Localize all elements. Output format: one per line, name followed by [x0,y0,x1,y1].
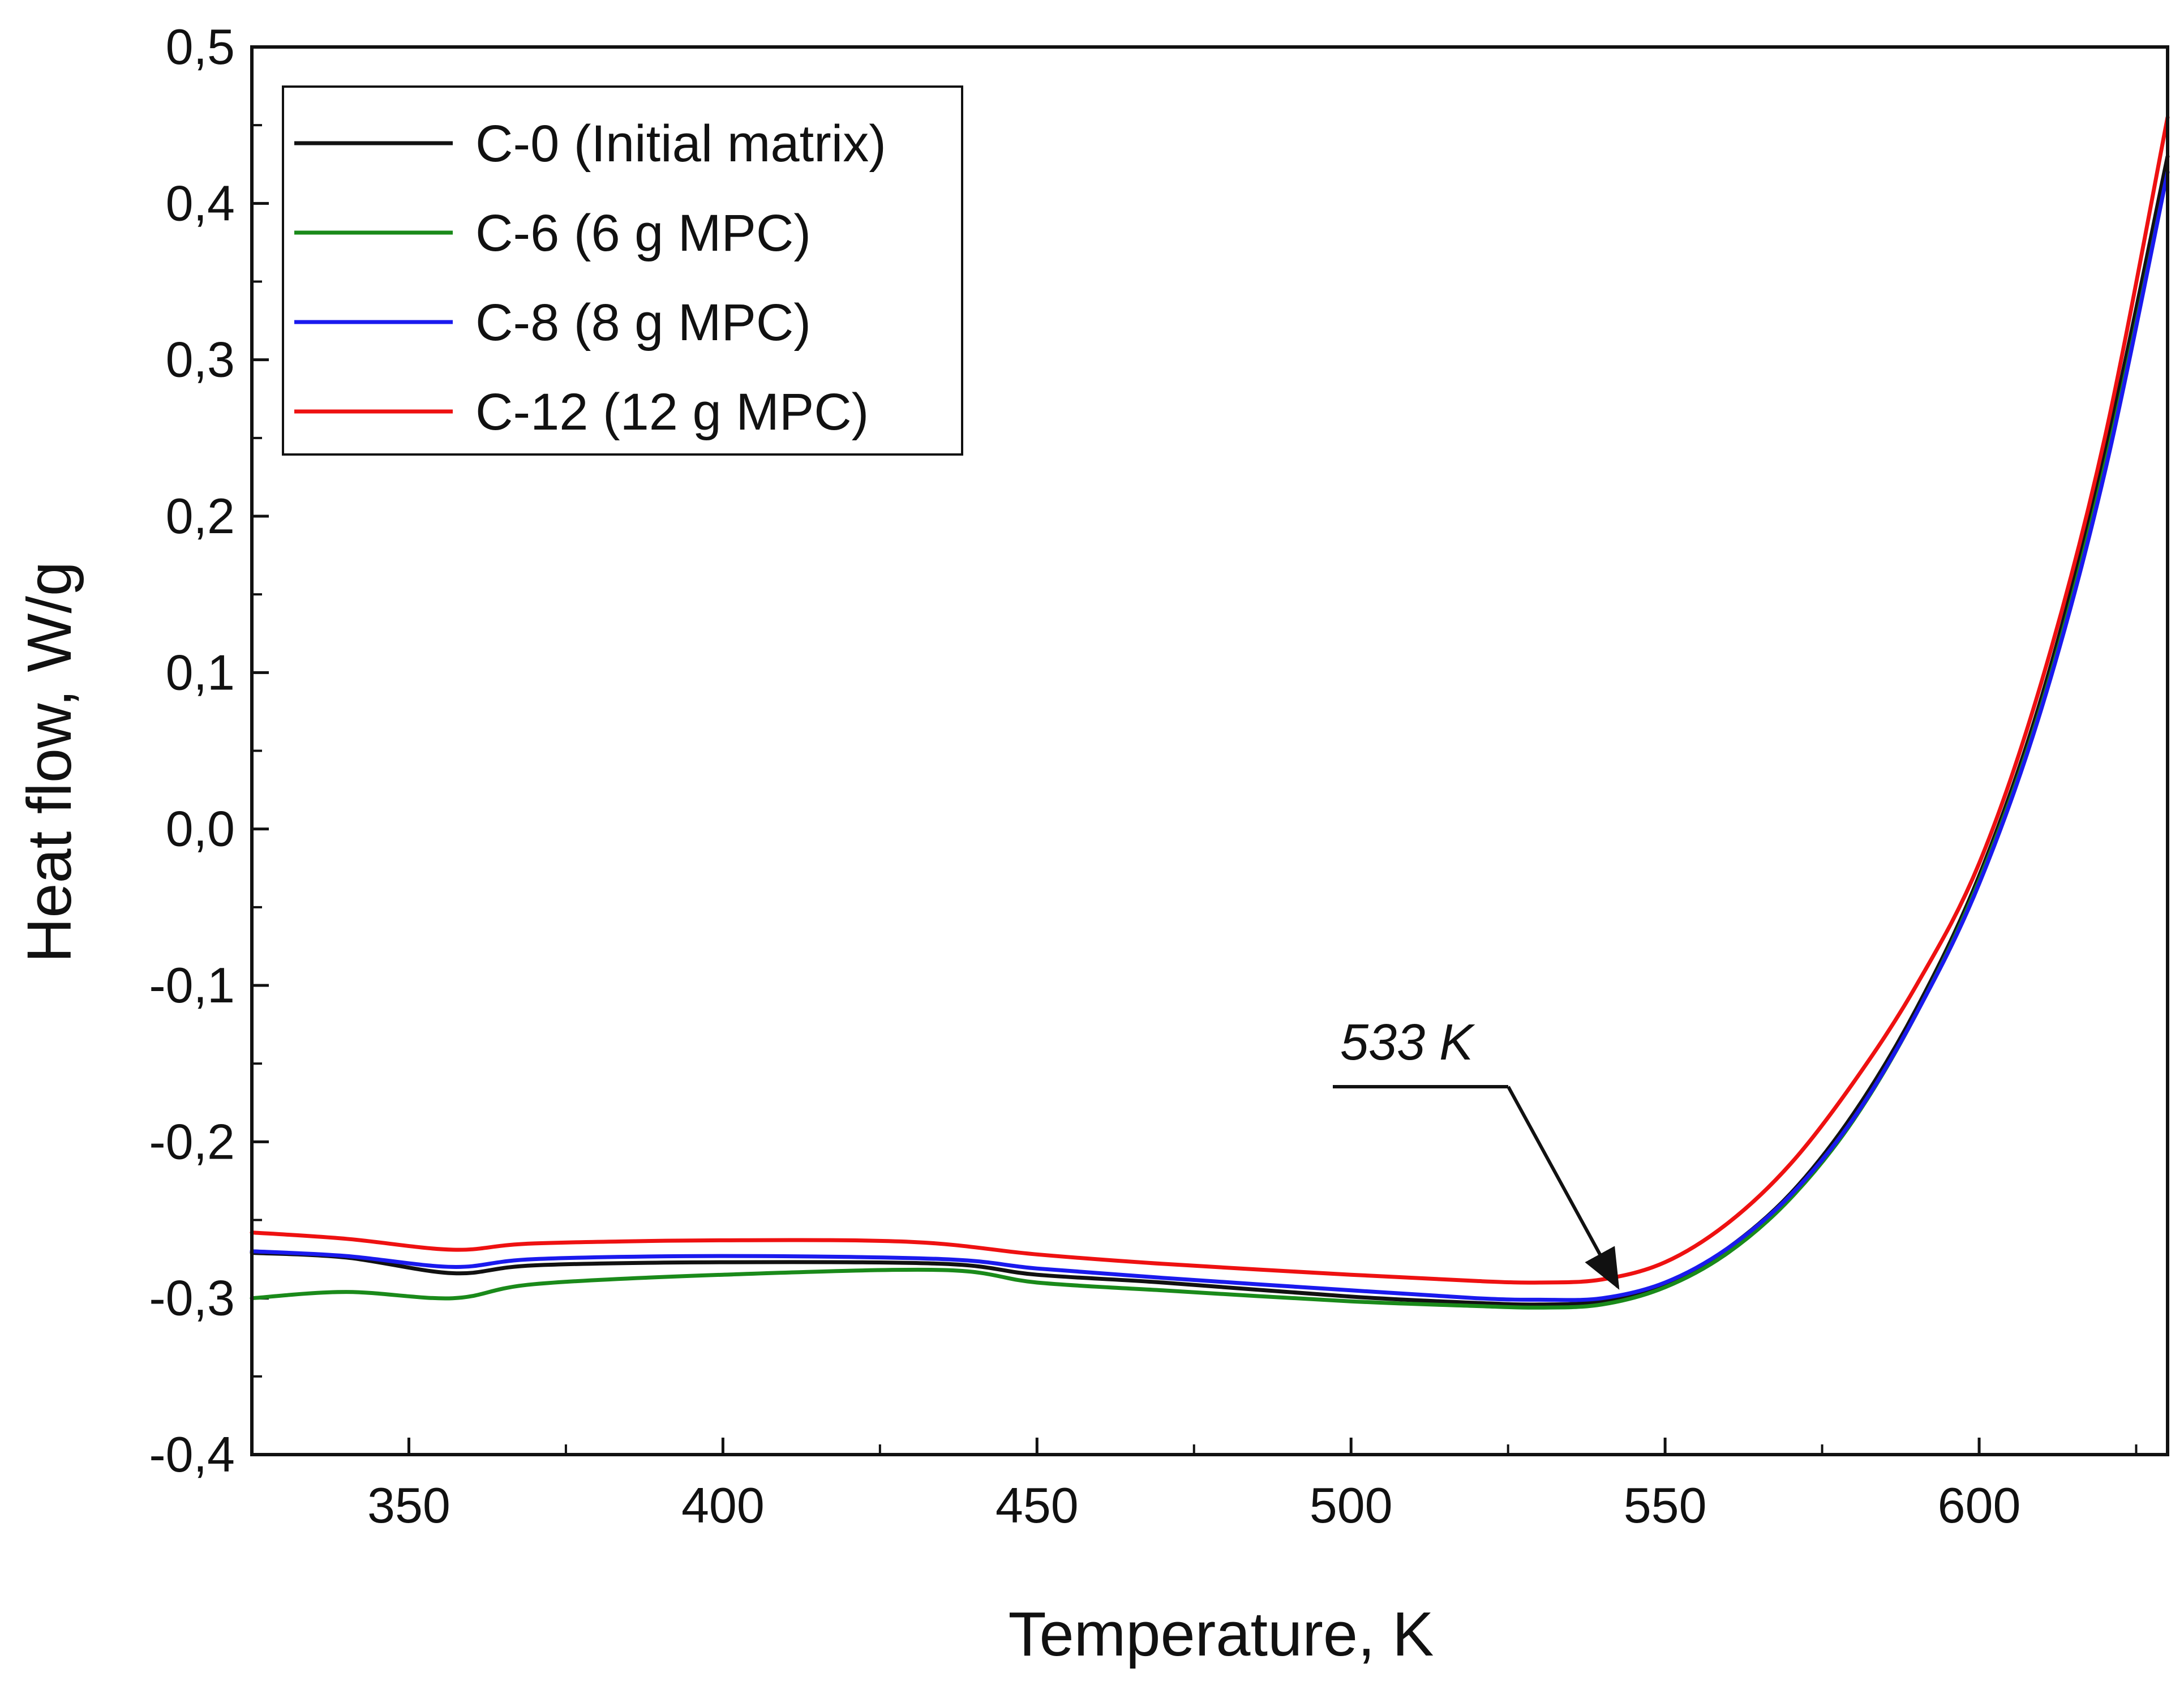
annotation-arrow [1507,1086,1620,1290]
y-tick-label: 0,0 [166,801,235,857]
annotation-533k: 533 K [1333,1014,1620,1290]
x-tick-label: 350 [367,1477,450,1533]
series-line-4 [250,115,2170,1285]
y-tick-label: -0,4 [149,1426,235,1482]
y-axis-title: Heat flow, W/g [15,561,84,963]
y-tick-label: 0,2 [166,488,235,544]
series-line-1 [250,154,2170,1307]
annotation-label: 533 K [1340,1014,1475,1071]
x-tick-label: 600 [1938,1477,2021,1533]
y-tick-label: -0,3 [149,1270,235,1326]
x-tick-label: 450 [996,1477,1079,1533]
y-tick-label: 0,5 [166,19,235,75]
x-tick-label: 400 [681,1477,765,1533]
y-axis-ticks: -0,4 -0,3 -0,2 -0,1 0,0 0,1 0,2 0,3 0,4 0,5 [149,19,269,1482]
x-tick-label: 550 [1624,1477,1707,1533]
y-tick-label: -0,2 [149,1113,235,1169]
x-axis-title: Temperature, K [1008,1599,1434,1669]
y-tick-label: 0,3 [166,332,235,388]
legend-label-2: C-6 (6 g MPC) [475,204,811,262]
legend-label-1: C-0 (Initial matrix) [475,115,886,173]
legend-box [282,85,963,456]
plot-series [250,115,2170,1310]
plot-frame [250,45,2169,1456]
y-tick-label: 0,4 [166,175,235,231]
y-tick-label: 0,1 [166,644,235,700]
y-tick-label: -0,1 [149,957,235,1013]
legend-label-4: C-12 (12 g MPC) [475,383,869,441]
legend: C-0 (Initial matrix) C-6 (6 g MPC) C-8 (8 … [282,85,963,456]
legend-label-3: C-8 (8 g MPC) [475,294,811,351]
x-axis-ticks: 350 400 450 500 550 600 [251,1438,2138,1533]
series-line-3 [250,170,2170,1302]
x-tick-label: 500 [1310,1477,1393,1533]
